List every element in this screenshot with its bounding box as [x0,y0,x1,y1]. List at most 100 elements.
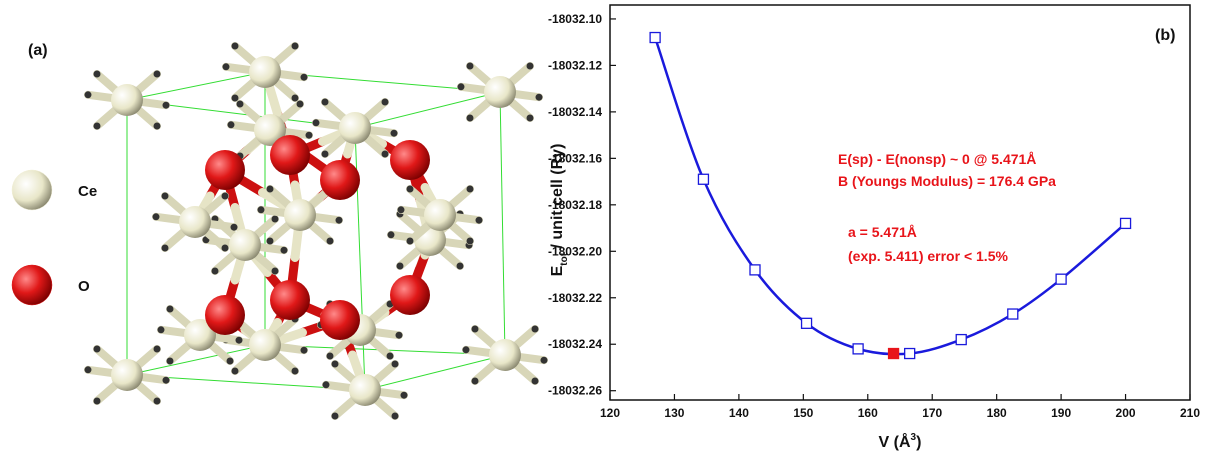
bond-end [541,357,548,364]
ce-atom [489,339,521,371]
bond-end [388,231,395,238]
bond-end [527,115,534,122]
bond-end [336,217,343,224]
bond-end [387,353,394,360]
bond-end [407,238,414,245]
ce-atom [249,56,281,88]
x-label-main: V (Å [879,432,911,451]
data-point [853,344,863,354]
bond-end [536,94,543,101]
bond-end [232,368,239,375]
data-point [905,349,915,359]
bond-end [532,326,539,333]
bond-end [154,398,161,405]
bond-end [94,398,101,405]
x-tick-label: 120 [600,406,620,420]
y-tick-label: -18032.12 [548,58,602,72]
bond-end [301,74,308,81]
legend-label: Ce [78,183,97,200]
bond-end [163,102,170,109]
bond-end [267,238,274,245]
legend-atom [12,170,52,210]
y-tick-label: -18032.10 [548,12,602,26]
bond-end [236,337,243,344]
annotation: B (Youngs Modulus) = 176.4 GPa [838,173,1056,189]
bond-end [472,378,479,385]
data-point [889,349,899,359]
bond-end [153,213,160,220]
annotation: a = 5.471Å [848,224,917,240]
o-atom [320,300,360,340]
bond-end [232,43,239,50]
bond-end [322,99,329,106]
x-tick-label: 180 [987,406,1007,420]
annotation: E(sp) - E(nonsp) ~ 0 @ 5.471Å [838,151,1036,167]
bond-end [382,99,389,106]
x-tick-label: 150 [793,406,813,420]
legend-label: O [78,278,90,295]
data-point [1008,309,1018,319]
bond-end [158,326,165,333]
plot-frame [610,5,1190,400]
bond-end [392,413,399,420]
annotation: (exp. 5.411) error < 1.5% [848,248,1008,264]
bond-end [327,238,334,245]
bond-end [167,358,174,365]
bond-end [85,91,92,98]
y-label-sub: tot [559,252,570,265]
bond-end [306,132,313,139]
x-tick-label: 210 [1180,406,1200,420]
bond-end [281,247,288,254]
bond-end [407,186,414,193]
data-point [1121,218,1131,228]
ce-atom [284,199,316,231]
o-atom [320,160,360,200]
bond-end [85,366,92,373]
o-atom [390,140,430,180]
bond-end [313,119,320,126]
o-atom [205,150,245,190]
panel-label: (a) [28,42,48,59]
bond-end [162,245,169,252]
panel-label: (b) [1155,27,1175,44]
bond-end [272,216,279,223]
ce-atom [111,84,143,116]
data-point [1056,274,1066,284]
x-tick-label: 190 [1051,406,1071,420]
ce-atom [349,374,381,406]
bond-end [322,151,329,158]
bond-end [467,115,474,122]
bond-end [457,263,464,270]
bond-end [472,326,479,333]
x-tick-label: 140 [729,406,749,420]
bond-end [154,71,161,78]
bond-end [467,63,474,70]
x-tick-label: 170 [922,406,942,420]
bond-end [323,381,330,388]
bond-end [391,130,398,137]
y-tick-label: -18032.14 [548,105,602,119]
bond-end [272,268,279,275]
bond-end [467,186,474,193]
bond-end [392,361,399,368]
ce-atom [111,359,143,391]
bond-end [154,123,161,130]
crystal-structure: (a) Ce O [12,42,548,420]
bond-end [222,245,229,252]
bond-end [458,83,465,90]
bond-end [232,95,239,102]
bond-end [332,413,339,420]
ce-atom [249,329,281,361]
cell-edge [355,128,365,390]
bond-end [162,193,169,200]
bond-end [222,193,229,200]
o-atom [390,275,430,315]
data-point [698,174,708,184]
x-label-end: ) [916,434,921,451]
o-atom [205,295,245,335]
y-tick-label: -18032.24 [548,337,602,351]
ce-atom [424,199,456,231]
y-tick-label: -18032.22 [548,291,602,305]
figure: (a)CeO 120130140150160170180190200210-18… [0,0,1211,459]
o-atom [270,135,310,175]
